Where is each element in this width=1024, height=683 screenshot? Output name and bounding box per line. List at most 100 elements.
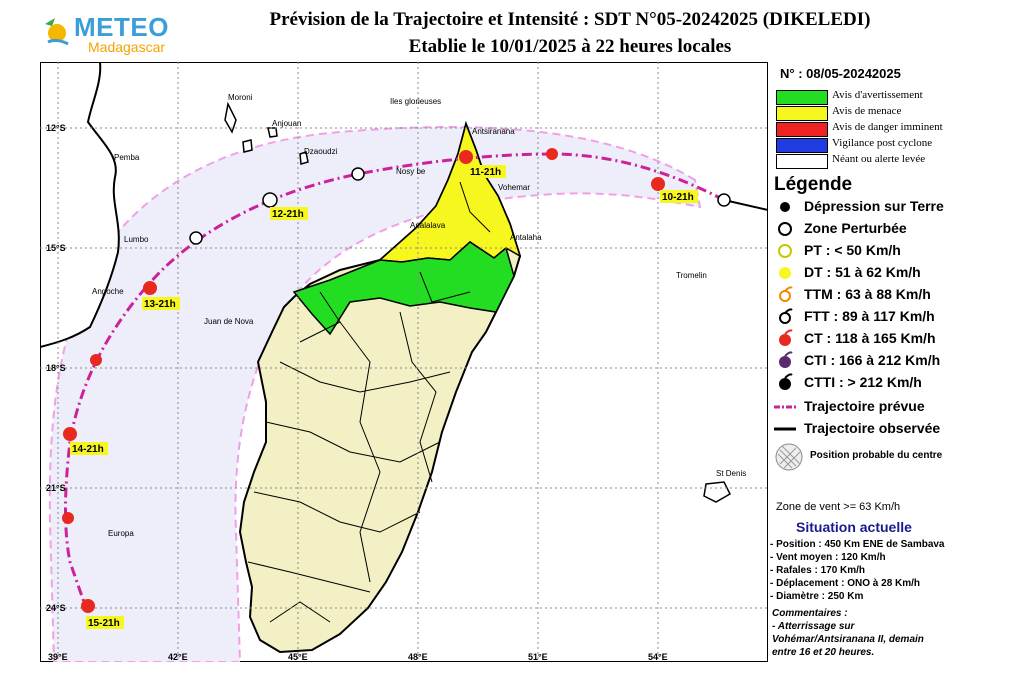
lon-label-54e: 54°E xyxy=(648,652,668,662)
track-label-10: 10-21h xyxy=(662,192,694,203)
place-antsiranana: Antsiranana xyxy=(472,127,515,136)
zone-note: Zone de vent >= 63 Km/h xyxy=(776,501,901,513)
place-angoche: Angoche xyxy=(92,287,124,296)
hatched-circle-icon xyxy=(775,443,803,471)
place-iles-glorieuses: Iles glorieuses xyxy=(390,97,441,106)
page-title: Prévision de la Trajectoire et Intensité… xyxy=(180,6,960,60)
dashdot-line-icon xyxy=(774,405,796,409)
lon-label-48e: 48°E xyxy=(408,652,428,662)
legend-item-label: Position probable du centre xyxy=(810,450,943,461)
yellow-circle-icon xyxy=(778,244,792,258)
situation-title: Situation actuelle xyxy=(796,519,912,535)
comments-title: Commentaires : xyxy=(772,608,848,619)
cyclone-marker-11-21h xyxy=(459,150,473,164)
cyclone-marker-15-21h xyxy=(81,599,95,613)
advisory-number: N° : 08/05-20242025 xyxy=(780,66,901,81)
cyclone-marker-mid-3 xyxy=(189,231,203,245)
black-cyclone-icon xyxy=(779,373,793,390)
place-antalaha: Antalaha xyxy=(510,233,542,242)
track-label-12: 12-21h xyxy=(272,209,304,220)
lat-label-12s: 12°S xyxy=(46,123,66,133)
place-vohemar: Vohemar xyxy=(498,183,530,192)
purple-cyclone-icon xyxy=(779,351,793,368)
warning-swatch xyxy=(776,90,828,105)
place-lumbo: Lumbo xyxy=(124,235,149,244)
track-label-14: 14-21h xyxy=(72,444,104,455)
comoros-islands xyxy=(224,101,309,165)
lon-label-39e: 39°E xyxy=(48,652,68,662)
warning-zone xyxy=(292,241,515,336)
lon-label-45e: 45°E xyxy=(288,652,308,662)
place-st-denis: St Denis xyxy=(716,469,746,478)
legend-title: Légende xyxy=(774,174,853,195)
lat-label-21s: 21°S xyxy=(46,483,66,493)
legend-item-label: PT : < 50 Km/h xyxy=(804,242,901,258)
forecast-map: 10-21h 11-21h 12-21h 13-21h 14-21h 15-21… xyxy=(40,62,768,662)
filled-dot-icon xyxy=(780,202,790,212)
threat-swatch xyxy=(776,106,828,121)
place-analalava: Analalava xyxy=(410,221,446,230)
open-circle-icon xyxy=(778,222,792,236)
reunion-island xyxy=(703,481,731,503)
logo-word: METEO xyxy=(74,12,169,42)
comment-line: - Atterrissage sur xyxy=(772,621,855,632)
logo-sun-icon xyxy=(45,18,69,46)
cyclone-marker-mid-5 xyxy=(62,512,74,524)
logo-sub: Madagascar xyxy=(88,39,166,55)
red-cyclone-icon xyxy=(779,329,793,346)
black-cyclone-outline-icon xyxy=(779,308,793,324)
legend-item-label: CTTI : > 212 Km/h xyxy=(804,374,922,390)
observed-track xyxy=(723,199,768,211)
cyclone-marker-10-21h xyxy=(651,177,665,191)
cyclone-marker-mid-2 xyxy=(351,167,365,181)
place-dzaoudzi: Dzaoudzi xyxy=(304,147,338,156)
place-anjouan: Anjouan xyxy=(272,119,301,128)
legend-item-label: CT : 118 à 165 Km/h xyxy=(804,330,936,346)
lon-label-51e: 51°E xyxy=(528,652,548,662)
comment-line: Vohémar/Antsiranana II, demain xyxy=(772,634,924,645)
alert-label: Avis de danger imminent xyxy=(832,121,943,133)
orange-cyclone-icon xyxy=(779,286,793,302)
district-boundaries xyxy=(247,181,491,623)
legend-item-label: Trajectoire observée xyxy=(804,420,941,436)
place-pemba: Pemba xyxy=(114,153,140,162)
legend-panel: N° : 08/05-20242025 Avis d'avertissement… xyxy=(768,62,1008,662)
lat-label-24s: 24°S xyxy=(46,603,66,613)
legend-item-label: CTI : 166 à 212 Km/h xyxy=(804,352,941,368)
situation-line: - Déplacement : ONO à 28 Km/h xyxy=(770,578,921,589)
danger-swatch xyxy=(776,122,828,137)
situation-line: - Diamètre : 250 Km xyxy=(770,591,864,602)
legend-item-label: TTM : 63 à 88 Km/h xyxy=(804,286,931,302)
africa-coast xyxy=(40,62,120,349)
lon-label-42e: 42°E xyxy=(168,652,188,662)
place-europa: Europa xyxy=(108,529,134,538)
alert-label: Vigilance post cyclone xyxy=(832,137,933,149)
cyclone-marker-12-21h xyxy=(262,192,278,208)
track-points xyxy=(62,148,731,613)
comment-line: entre 16 et 20 heures. xyxy=(772,647,875,658)
meteo-logo: METEO Madagascar xyxy=(40,12,170,55)
legend-item-label: DT : 51 à 62 Km/h xyxy=(804,264,921,280)
title-line-1: Prévision de la Trajectoire et Intensité… xyxy=(269,9,871,30)
legend-item-label: Zone Perturbée xyxy=(804,220,907,236)
cyclone-marker-current xyxy=(717,193,731,207)
forecast-track xyxy=(64,152,725,609)
legend-item-label: FTT : 89 à 117 Km/h xyxy=(804,308,935,324)
graticule xyxy=(40,62,768,662)
cyclone-marker-mid-1 xyxy=(546,148,558,160)
legend-item-label: Trajectoire prévue xyxy=(804,398,925,414)
situation-line: - Vent moyen : 120 Km/h xyxy=(770,552,886,563)
place-juan-de-nova: Juan de Nova xyxy=(204,317,254,326)
legend-item-label: Dépression sur Terre xyxy=(804,198,944,214)
track-label-11: 11-21h xyxy=(470,167,501,178)
cyclone-marker-mid-4 xyxy=(90,354,102,366)
place-moroni: Moroni xyxy=(228,93,253,102)
place-tromelin: Tromelin xyxy=(676,271,707,280)
yellow-dot-icon xyxy=(779,267,791,279)
none-swatch xyxy=(776,154,828,169)
alert-label: Néant ou alerte levée xyxy=(832,153,926,165)
solid-line-icon xyxy=(774,427,796,431)
lat-label-18s: 18°S xyxy=(46,363,66,373)
cyclone-marker-14-21h xyxy=(63,427,77,441)
situation-line: - Rafales : 170 Km/h xyxy=(770,565,866,576)
